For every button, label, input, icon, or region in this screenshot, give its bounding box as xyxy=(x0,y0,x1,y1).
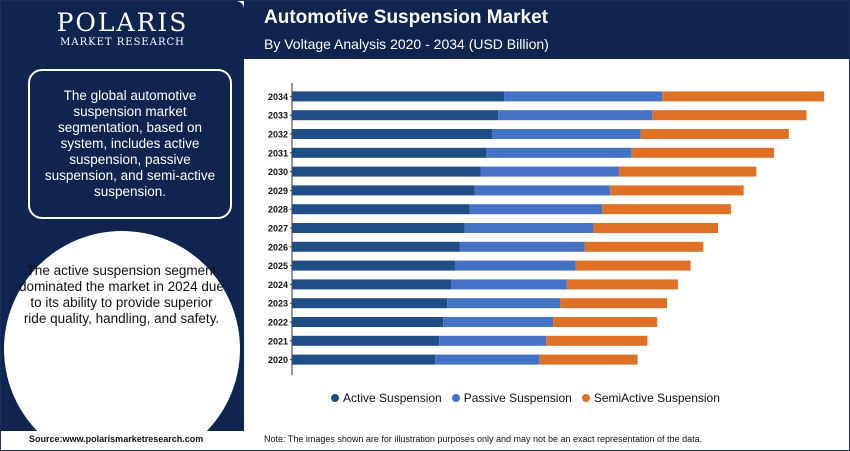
source-text: Source:www.polarismarketresearch.com xyxy=(29,434,204,444)
bar-active-2026 xyxy=(292,241,460,252)
segmentation-info-box: The global automotive suspension market … xyxy=(28,69,232,219)
bar-semi-2022 xyxy=(553,317,658,327)
y-tick-label-2026: 2026 xyxy=(268,242,288,252)
y-tick-label-2029: 2029 xyxy=(268,186,288,196)
bar-passive-2031 xyxy=(486,147,632,158)
legend-label-semi: SemiActive Suspension xyxy=(593,391,720,405)
bar-passive-2023 xyxy=(447,298,561,309)
bar-active-2024 xyxy=(292,279,452,290)
logo-tagline: MARKET RESEARCH xyxy=(60,37,185,48)
segmentation-text: The global automotive suspension market … xyxy=(44,88,216,199)
bar-semi-2028 xyxy=(602,204,731,215)
y-tick-label-2033: 2033 xyxy=(268,111,288,121)
logo-name: POLARIS xyxy=(56,8,189,37)
bar-active-2022 xyxy=(292,317,444,327)
bar-active-2028 xyxy=(292,204,470,215)
bar-passive-2030 xyxy=(480,166,619,177)
polaris-logo: POLARIS MARKET RESEARCH xyxy=(1,9,244,49)
legend-label-passive: Passive Suspension xyxy=(463,391,572,405)
bar-active-2034 xyxy=(292,91,505,102)
bar-passive-2021 xyxy=(439,335,547,346)
bar-active-2025 xyxy=(292,260,455,271)
chart-header: Automotive Suspension Market By Voltage … xyxy=(244,1,849,59)
bar-semi-2026 xyxy=(584,241,704,252)
bar-semi-2032 xyxy=(640,129,789,139)
legend-item-passive: Passive Suspension xyxy=(451,391,572,405)
footer: Source:www.polarismarketresearch.com Not… xyxy=(1,431,849,450)
bar-active-2031 xyxy=(292,147,487,158)
y-tick-label-2034: 2034 xyxy=(268,92,288,102)
y-tick-label-2020: 2020 xyxy=(268,355,288,365)
bar-semi-2030 xyxy=(618,166,757,177)
legend-item-active: Active Suspension xyxy=(331,391,442,405)
bar-active-2020 xyxy=(292,354,436,365)
legend-swatch-active xyxy=(331,394,339,402)
y-tick-label-2027: 2027 xyxy=(268,224,288,234)
y-tick-label-2030: 2030 xyxy=(268,167,288,177)
bar-active-2021 xyxy=(292,335,440,346)
bar-active-2033 xyxy=(292,110,499,121)
y-tick-label-2021: 2021 xyxy=(268,336,288,346)
highlight-circle xyxy=(4,231,240,431)
bar-passive-2029 xyxy=(474,185,611,196)
bar-passive-2022 xyxy=(443,317,554,327)
bar-semi-2034 xyxy=(662,91,825,102)
bar-active-2030 xyxy=(292,166,481,177)
bar-active-2027 xyxy=(292,223,465,233)
y-tick-label-2023: 2023 xyxy=(268,299,288,309)
disclaimer-note: Note: The images shown are for illustrat… xyxy=(264,434,703,444)
y-tick-label-2024: 2024 xyxy=(268,280,288,290)
y-tick-label-2028: 2028 xyxy=(268,205,288,215)
highlight-text: The active suspension segment dominated … xyxy=(19,263,224,326)
legend-swatch-passive xyxy=(451,394,460,402)
bar-semi-2029 xyxy=(610,185,744,196)
bar-active-2032 xyxy=(292,129,493,139)
bar-passive-2024 xyxy=(451,279,567,290)
bar-semi-2020 xyxy=(539,354,638,365)
y-tick-label-2031: 2031 xyxy=(268,148,288,158)
bar-semi-2024 xyxy=(566,279,678,290)
bar-passive-2028 xyxy=(469,204,603,215)
stacked-bar-chart: 2034 2033 2032 2031 2030 2029 2028 2027 2026 2025… xyxy=(268,83,825,375)
bar-passive-2025 xyxy=(454,260,576,271)
bar-passive-2020 xyxy=(435,354,540,365)
bar-semi-2033 xyxy=(652,110,807,121)
bar-semi-2031 xyxy=(631,147,775,158)
bar-passive-2033 xyxy=(498,110,653,121)
y-tick-label-2022: 2022 xyxy=(268,318,288,328)
bar-passive-2026 xyxy=(459,241,585,252)
legend-swatch-semi xyxy=(581,394,590,402)
legend-item-semi: SemiActive Suspension xyxy=(581,391,720,405)
bar-semi-2025 xyxy=(575,260,691,271)
legend-label-active: Active Suspension xyxy=(343,391,442,405)
chart-title: Automotive Suspension Market xyxy=(264,7,548,28)
bar-semi-2027 xyxy=(593,223,719,233)
bar-semi-2023 xyxy=(560,298,668,309)
y-tick-label-2032: 2032 xyxy=(268,130,288,140)
chart-legend: Active Suspension Passive Suspension Sem… xyxy=(331,391,720,405)
chart-subtitle: By Voltage Analysis 2020 - 2034 (USD Bil… xyxy=(264,36,549,52)
bar-passive-2027 xyxy=(464,223,594,233)
y-tick-label-2025: 2025 xyxy=(268,261,288,271)
bar-passive-2034 xyxy=(504,91,663,102)
bar-passive-2032 xyxy=(492,129,641,139)
left-panel: POLARIS MARKET RESEARCH The global autom… xyxy=(1,1,244,431)
bar-semi-2021 xyxy=(546,335,648,346)
bar-active-2029 xyxy=(292,185,475,196)
bar-active-2023 xyxy=(292,298,448,309)
